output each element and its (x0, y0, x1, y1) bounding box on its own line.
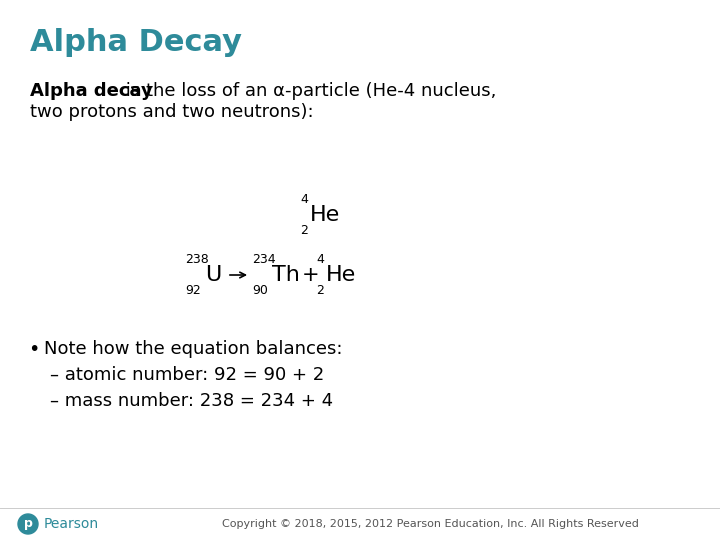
Text: Alpha decay: Alpha decay (30, 82, 153, 100)
Text: 92: 92 (185, 284, 201, 297)
Text: 2: 2 (316, 284, 324, 297)
Text: – atomic number: 92 = 90 + 2: – atomic number: 92 = 90 + 2 (50, 366, 324, 384)
Text: +: + (302, 265, 320, 285)
Text: •: • (28, 340, 40, 359)
Text: two protons and two neutrons):: two protons and two neutrons): (30, 103, 314, 121)
Text: 238: 238 (185, 253, 209, 266)
Text: 234: 234 (252, 253, 276, 266)
Text: He: He (326, 265, 356, 285)
Text: 4: 4 (316, 253, 324, 266)
Text: Note how the equation balances:: Note how the equation balances: (44, 340, 343, 358)
Text: Copyright © 2018, 2015, 2012 Pearson Education, Inc. All Rights Reserved: Copyright © 2018, 2015, 2012 Pearson Edu… (222, 519, 639, 529)
Text: 90: 90 (252, 284, 268, 297)
Text: 4: 4 (300, 193, 308, 206)
Text: p: p (24, 517, 32, 530)
Text: Alpha Decay: Alpha Decay (30, 28, 242, 57)
Text: – mass number: 238 = 234 + 4: – mass number: 238 = 234 + 4 (50, 392, 333, 410)
Text: Pearson: Pearson (44, 517, 99, 531)
Text: U: U (205, 265, 221, 285)
Text: Th: Th (272, 265, 300, 285)
Text: 2: 2 (300, 224, 308, 237)
Circle shape (18, 514, 38, 534)
Text: He: He (310, 205, 341, 225)
Text: is the loss of an α-particle (He-4 nucleus,: is the loss of an α-particle (He-4 nucle… (120, 82, 496, 100)
